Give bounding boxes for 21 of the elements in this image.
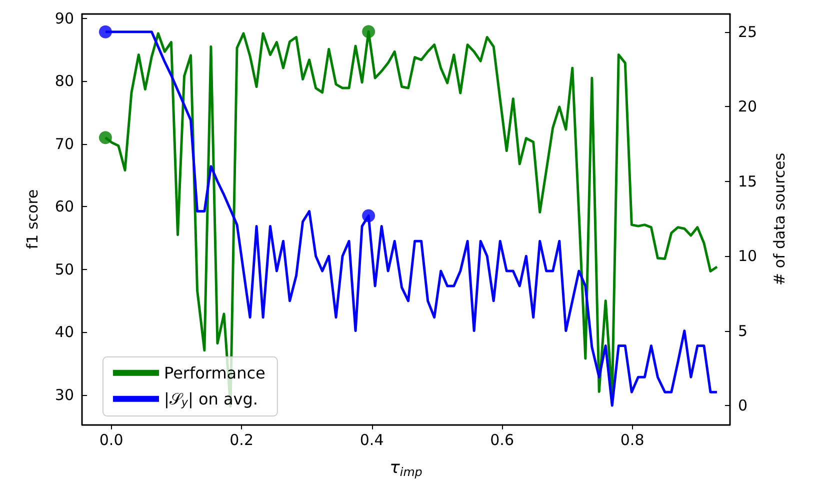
y-tick-label: 60: [54, 198, 74, 216]
y-axis-title: f1 score: [24, 189, 42, 250]
y2-tick-label: 25: [738, 22, 758, 41]
y-tick-label: 90: [54, 9, 74, 28]
y2-tick-label: 15: [738, 172, 758, 190]
y-tick-label: 30: [54, 386, 74, 404]
x-tick-label: 0.6: [490, 430, 514, 449]
x-tick-label: 0.8: [620, 430, 644, 449]
y2-axis-title: # of data sources: [770, 152, 788, 286]
y-tick-label: 70: [54, 134, 74, 153]
y2-tick-label: 20: [738, 98, 758, 116]
y2-tick-label: 0: [738, 396, 748, 415]
y2-tick-label: 10: [738, 247, 758, 266]
legend-label: Performance: [164, 363, 266, 382]
y-tick-label: 80: [54, 72, 74, 90]
y2-tick-label: 5: [738, 322, 748, 340]
x-tick-label: 0.4: [360, 430, 384, 449]
x-tick-label: 0.2: [230, 430, 254, 449]
y-tick-label: 50: [54, 260, 74, 278]
y-tick-label: 40: [54, 323, 74, 342]
x-tick-label: 0.0: [99, 430, 124, 449]
